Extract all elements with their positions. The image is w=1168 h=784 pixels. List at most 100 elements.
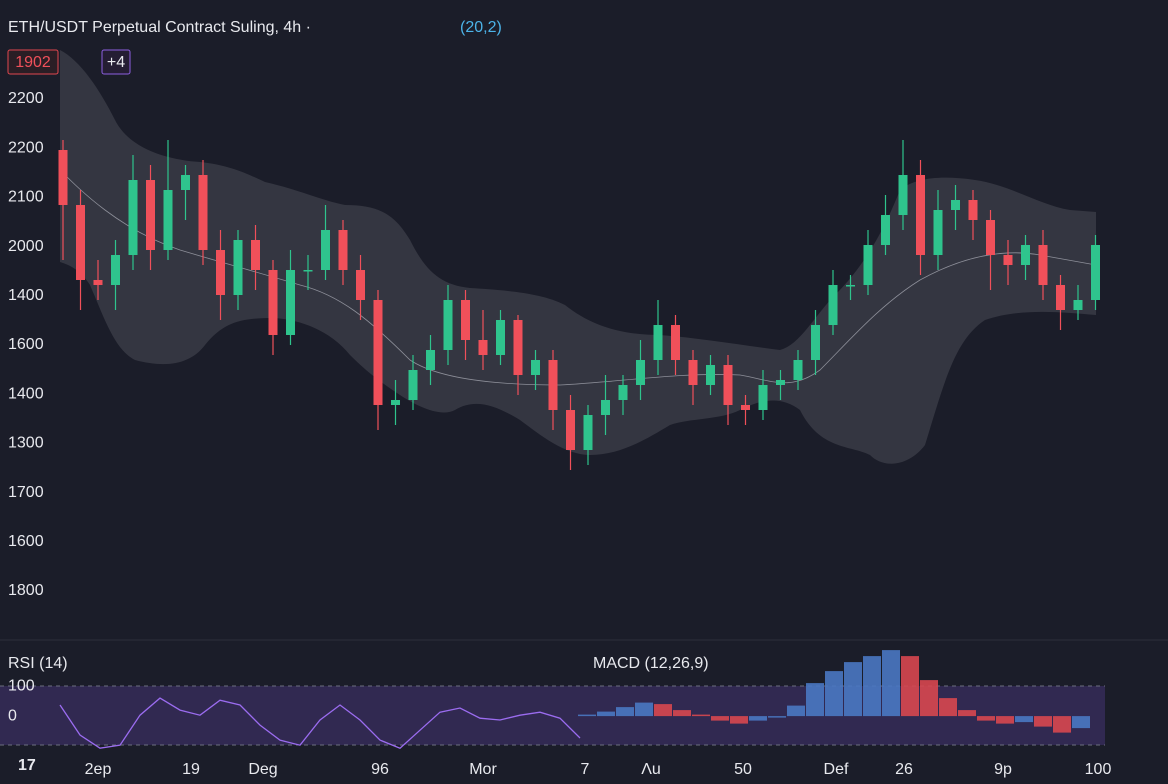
macd-bar <box>635 702 653 717</box>
candle-body <box>373 300 383 405</box>
indicator-tick-label: 0 <box>8 707 17 724</box>
price-axis-label: 1400 <box>8 287 44 304</box>
candle-body <box>1003 255 1013 265</box>
candle-body <box>408 370 418 400</box>
candle-body <box>566 410 575 450</box>
price-axis-label: 1600 <box>8 533 44 550</box>
bollinger-middle <box>59 169 1097 386</box>
x-axis-label: Def <box>824 761 849 778</box>
candle-body <box>496 320 505 355</box>
macd-bar <box>863 656 881 717</box>
macd-bar <box>597 711 615 717</box>
candle-body <box>128 180 138 255</box>
badge-text: +4 <box>107 54 125 71</box>
candle-body <box>478 340 488 355</box>
macd-bar <box>1072 716 1090 729</box>
candle-body <box>198 175 208 250</box>
candle-body <box>513 320 523 375</box>
candle-body <box>76 205 85 280</box>
x-axis-label: 50 <box>734 761 752 778</box>
candle-body <box>583 415 593 450</box>
rsi-label: RSI (14) <box>8 655 68 672</box>
x-axis-label: 96 <box>371 761 389 778</box>
candle-body <box>58 150 68 205</box>
candle-body <box>146 180 155 250</box>
indicator-tick-label: 100 <box>8 677 35 694</box>
candle-body <box>776 380 785 385</box>
candle-body <box>933 210 943 255</box>
candle-body <box>758 385 768 410</box>
candle-body <box>618 385 628 400</box>
candle-body <box>548 360 558 410</box>
macd-bar <box>977 716 995 721</box>
candle-body <box>268 270 278 335</box>
macd-bar <box>1034 716 1052 727</box>
price-axis-label: 1400 <box>8 385 44 402</box>
candle-body <box>356 270 365 300</box>
candle-body <box>1056 285 1065 310</box>
candle-body <box>163 190 173 250</box>
macd-bar <box>844 662 862 717</box>
macd-bar <box>882 650 900 717</box>
candle-body <box>1073 300 1083 310</box>
macd-bar <box>901 656 919 717</box>
candle-body <box>1021 245 1030 265</box>
x-axis-label: 2ep <box>85 761 112 778</box>
rsi-line <box>59 697 581 749</box>
candle-body <box>303 270 313 272</box>
x-axis-label: Λu <box>641 761 661 778</box>
candle-body <box>1091 245 1100 300</box>
x-axis-label: 7 <box>581 761 590 778</box>
price-axis-label: 2100 <box>8 189 44 206</box>
price-axis-label: 1600 <box>8 336 44 353</box>
indicator-params: (20,2) <box>460 19 502 36</box>
candle-body <box>706 365 715 385</box>
macd-bar <box>749 716 767 721</box>
price-axis-label: 1700 <box>8 484 44 501</box>
macd-label: MACD (12,26,9) <box>593 655 709 672</box>
candle-body <box>846 285 855 287</box>
candle-body <box>986 220 995 255</box>
candle-body <box>286 270 295 335</box>
badge <box>7 49 59 75</box>
x-axis-label: Mor <box>469 761 497 778</box>
candle-body <box>828 285 838 325</box>
candle-body <box>811 325 820 360</box>
price-axis-label: 1800 <box>8 582 44 599</box>
candle-body <box>916 175 925 255</box>
price-axis-label: 2200 <box>8 90 44 107</box>
macd-bar <box>1053 716 1071 733</box>
candle-body <box>1038 245 1048 285</box>
price-axis-label: 2200 <box>8 139 44 156</box>
x-axis-label: 19 <box>182 761 200 778</box>
x-axis-label: Deg <box>248 761 277 778</box>
x-axis-label: 9p <box>994 761 1012 778</box>
candle-body <box>601 400 610 415</box>
candle-body <box>443 300 453 350</box>
chart-title: ETH/USDT Perpetual Contract Suling, 4h · <box>8 19 311 36</box>
macd-bar <box>692 714 710 717</box>
macd-bar <box>920 680 938 717</box>
candle-body <box>968 200 978 220</box>
candle-body <box>881 215 890 245</box>
candle-body <box>216 250 225 295</box>
macd-bar <box>654 704 672 717</box>
corner-label: 17 <box>18 757 36 774</box>
candle-body <box>321 230 330 270</box>
candle-body <box>688 360 698 385</box>
candle-body <box>653 325 663 360</box>
macd-bar <box>616 707 634 717</box>
bollinger-band <box>60 50 1096 464</box>
candle-body <box>793 360 803 380</box>
macd-bar <box>1015 716 1033 723</box>
candle-body <box>111 255 120 285</box>
macd-bar <box>996 716 1014 724</box>
candle-body <box>93 280 103 285</box>
macd-bar <box>730 716 748 724</box>
macd-bar <box>787 705 805 717</box>
candle-body <box>233 240 243 295</box>
candle-body <box>251 240 260 270</box>
candle-body <box>671 325 680 360</box>
price-axis-label: 2000 <box>8 238 44 255</box>
